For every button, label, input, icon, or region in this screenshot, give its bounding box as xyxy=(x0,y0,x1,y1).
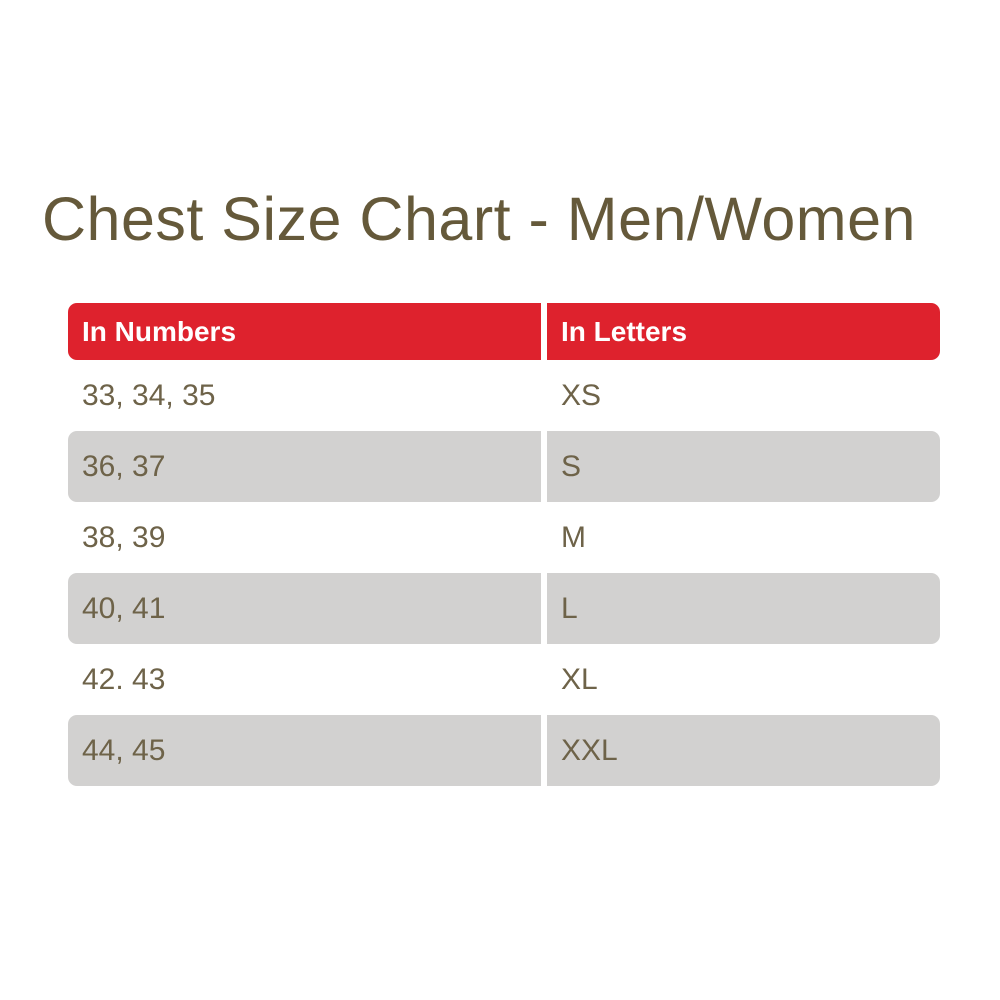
cell-letters: XXL xyxy=(547,715,940,786)
size-chart-table: In Numbers In Letters 33, 34, 35 XS 36, … xyxy=(68,303,940,786)
table-row: 36, 37 S xyxy=(68,431,940,502)
cell-numbers: 38, 39 xyxy=(82,520,166,554)
table-row: 42. 43 XL xyxy=(68,644,940,715)
header-cell-in-letters: In Letters xyxy=(547,303,940,360)
cell-numbers: 40, 41 xyxy=(68,573,541,644)
cell-letters: M xyxy=(561,520,586,554)
table-body: 33, 34, 35 XS 36, 37 S 38, 39 M 40, 41 L… xyxy=(68,360,940,786)
table-header-row: In Numbers In Letters xyxy=(68,303,940,360)
cell-letters: XL xyxy=(561,662,598,696)
cell-numbers: 42. 43 xyxy=(82,662,166,696)
cell-letters: L xyxy=(547,573,940,644)
table-row: 40, 41 L xyxy=(68,573,940,644)
cell-numbers: 33, 34, 35 xyxy=(82,378,216,412)
cell-letters: S xyxy=(547,431,940,502)
cell-numbers: 36, 37 xyxy=(68,431,541,502)
cell-numbers: 44, 45 xyxy=(68,715,541,786)
header-cell-in-numbers: In Numbers xyxy=(68,303,541,360)
table-row: 33, 34, 35 XS xyxy=(68,360,940,431)
page-title: Chest Size Chart - Men/Women xyxy=(42,185,916,253)
table-row: 44, 45 XXL xyxy=(68,715,940,786)
table-row: 38, 39 M xyxy=(68,502,940,573)
cell-letters: XS xyxy=(561,378,602,412)
